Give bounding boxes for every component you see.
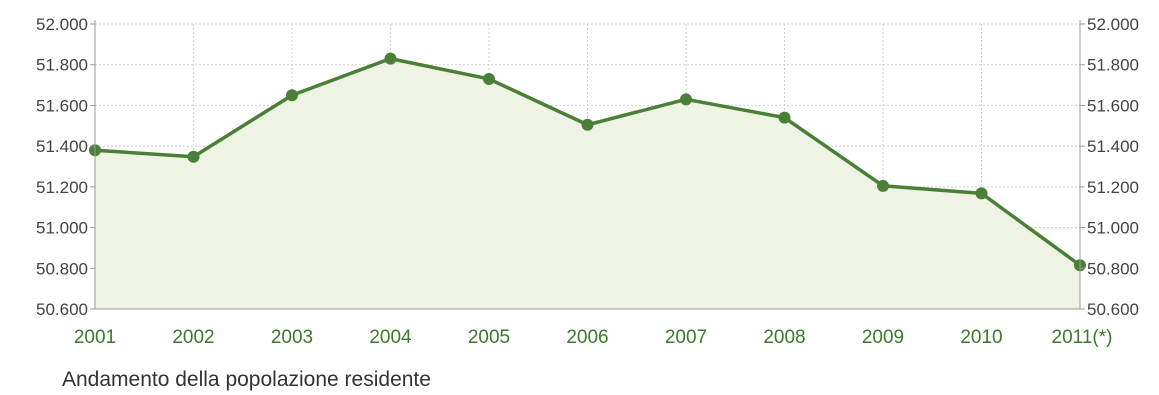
- x-tick-label: 2007: [665, 327, 707, 348]
- y-tick-label: 51.800: [36, 56, 88, 75]
- x-tick-labels: 2001 2002 2003 2004 2005 2006 2007 2008 2009 2010…: [74, 327, 1113, 348]
- x-tick-label: 2006: [566, 327, 608, 348]
- y-tick-label: 51.000: [36, 219, 88, 238]
- x-tick-label: 2008: [763, 327, 805, 348]
- y-tick-label: 51.200: [1087, 178, 1139, 197]
- y-tick-label: 52.000: [1087, 15, 1139, 34]
- y-tick-label: 50.600: [1087, 300, 1139, 319]
- data-point: [286, 89, 298, 102]
- x-tick-label: 2002: [172, 327, 214, 348]
- x-tick-label: 2010: [960, 327, 1002, 348]
- data-point: [680, 93, 692, 106]
- x-tick-label: 2011(*): [1052, 327, 1113, 348]
- x-tick-label: 2005: [468, 327, 510, 348]
- y-tick-labels-left: 50.600 50.800 51.000 51.200 51.400 51.600 51.8…: [36, 15, 88, 319]
- y-tick-label: 51.200: [36, 178, 88, 197]
- x-tick-label: 2003: [271, 327, 313, 348]
- area-fill: [95, 58, 1080, 309]
- y-tick-labels-right: 50.600 50.800 51.000 51.200 51.400 51.600 51.8…: [1087, 15, 1139, 319]
- data-point: [581, 118, 594, 131]
- data-point: [778, 111, 791, 124]
- y-tick-label: 51.800: [1087, 56, 1139, 75]
- y-tick-label: 50.600: [36, 300, 88, 319]
- y-tick-label: 52.000: [36, 15, 88, 34]
- data-points: [89, 52, 1086, 272]
- axes: [90, 20, 1085, 310]
- x-tick-label: 2004: [369, 327, 412, 348]
- data-point: [187, 150, 200, 163]
- x-tick-label: 2001: [74, 327, 116, 348]
- y-tick-label: 50.800: [1087, 259, 1139, 278]
- y-tick-label: 50.800: [36, 259, 88, 278]
- y-tick-label: 51.000: [1087, 219, 1139, 238]
- chart-title: Andamento della popolazione residente: [62, 368, 431, 391]
- y-tick-label: 51.600: [1087, 96, 1139, 115]
- y-tick-label: 51.600: [36, 96, 88, 115]
- y-tick-label: 51.400: [36, 137, 88, 156]
- data-point: [384, 52, 397, 65]
- data-point: [877, 179, 889, 192]
- y-tick-label: 51.400: [1087, 137, 1139, 156]
- data-point: [483, 72, 495, 85]
- data-point: [975, 187, 988, 200]
- x-tick-label: 2009: [862, 327, 904, 348]
